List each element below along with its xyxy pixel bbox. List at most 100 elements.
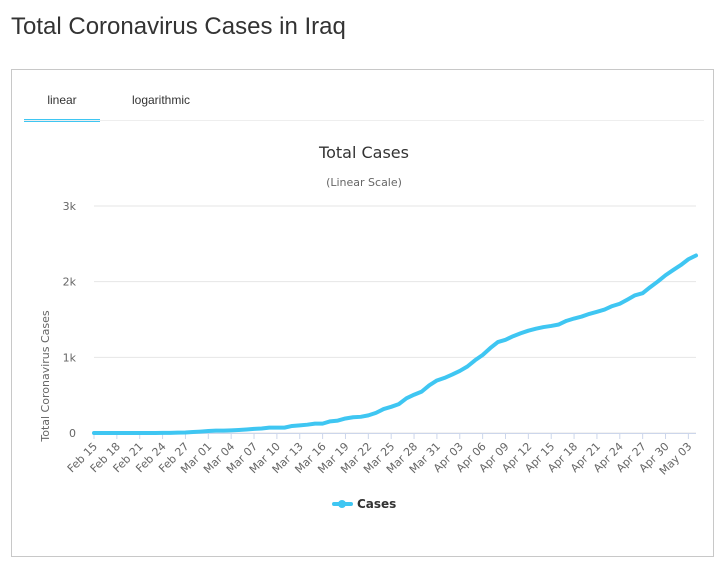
data-point[interactable] — [229, 428, 233, 432]
data-point[interactable] — [542, 325, 546, 329]
data-point[interactable] — [389, 405, 393, 409]
data-point[interactable] — [694, 253, 698, 257]
data-point[interactable] — [412, 393, 416, 397]
data-point[interactable] — [648, 285, 652, 289]
data-point[interactable] — [557, 322, 561, 326]
data-point[interactable] — [656, 279, 660, 283]
data-point[interactable] — [351, 415, 355, 419]
data-point[interactable] — [115, 431, 119, 435]
tab-logarithmic[interactable]: logarithmic — [131, 93, 191, 107]
data-point[interactable] — [473, 358, 477, 362]
data-point[interactable] — [313, 422, 317, 426]
data-point[interactable] — [435, 378, 439, 382]
data-point[interactable] — [206, 429, 210, 433]
data-point[interactable] — [481, 353, 485, 357]
data-point[interactable] — [122, 431, 126, 435]
chart-panel: linear logarithmic Total Cases (Linear S… — [11, 69, 714, 557]
data-point[interactable] — [633, 293, 637, 297]
data-point[interactable] — [374, 411, 378, 415]
data-point[interactable] — [519, 331, 523, 335]
data-point[interactable] — [298, 423, 302, 427]
data-point[interactable] — [534, 327, 538, 331]
data-point[interactable] — [168, 431, 172, 435]
y-tick-label: 3k — [63, 200, 77, 213]
data-point[interactable] — [107, 431, 111, 435]
data-point[interactable] — [465, 364, 469, 368]
y-axis-ticks: 0 1k 2k 3k — [63, 200, 77, 440]
series-group — [92, 253, 698, 435]
legend-series-swatch-marker — [338, 500, 346, 508]
data-point[interactable] — [237, 428, 241, 432]
data-point[interactable] — [100, 431, 104, 435]
data-point[interactable] — [603, 308, 607, 312]
data-point[interactable] — [321, 422, 325, 426]
data-point[interactable] — [199, 430, 203, 434]
data-point[interactable] — [503, 338, 507, 342]
data-point[interactable] — [496, 340, 500, 344]
data-point[interactable] — [145, 431, 149, 435]
data-point[interactable] — [260, 426, 264, 430]
data-point[interactable] — [138, 431, 142, 435]
grid-lines — [94, 205, 696, 434]
data-point[interactable] — [625, 298, 629, 302]
data-point[interactable] — [244, 428, 248, 432]
data-point[interactable] — [305, 423, 309, 427]
data-point[interactable] — [290, 424, 294, 428]
data-point[interactable] — [214, 429, 218, 433]
legend-series-label[interactable]: Cases — [357, 497, 396, 511]
data-point[interactable] — [222, 429, 226, 433]
chart-title: Total Cases — [318, 143, 409, 162]
data-point[interactable] — [283, 426, 287, 430]
page-title: Total Coronavirus Cases in Iraq — [11, 13, 346, 40]
data-point[interactable] — [275, 426, 279, 430]
data-point[interactable] — [427, 383, 431, 387]
data-point[interactable] — [664, 273, 668, 277]
data-point[interactable] — [526, 329, 530, 333]
data-point[interactable] — [176, 431, 180, 435]
data-point[interactable] — [366, 413, 370, 417]
data-point[interactable] — [458, 369, 462, 373]
data-point[interactable] — [618, 302, 622, 306]
data-point[interactable] — [488, 346, 492, 350]
data-point[interactable] — [252, 427, 256, 431]
y-tick-label: 1k — [63, 351, 77, 364]
data-point[interactable] — [183, 430, 187, 434]
data-point[interactable] — [382, 407, 386, 411]
legend[interactable]: Cases — [332, 497, 396, 511]
chart-subtitle: (Linear Scale) — [326, 176, 402, 189]
tab-divider — [24, 120, 704, 121]
data-point[interactable] — [641, 291, 645, 295]
data-point[interactable] — [572, 317, 576, 321]
data-point[interactable] — [328, 419, 332, 423]
data-point[interactable] — [443, 376, 447, 380]
data-point[interactable] — [595, 310, 599, 314]
data-point[interactable] — [267, 426, 271, 430]
data-point[interactable] — [161, 431, 165, 435]
data-point[interactable] — [130, 431, 134, 435]
data-point[interactable] — [397, 402, 401, 406]
data-point[interactable] — [671, 268, 675, 272]
data-point[interactable] — [343, 416, 347, 420]
data-point[interactable] — [686, 257, 690, 261]
tab-linear[interactable]: linear — [24, 90, 100, 122]
data-point[interactable] — [580, 315, 584, 319]
data-point[interactable] — [404, 396, 408, 400]
data-point[interactable] — [153, 431, 157, 435]
data-point[interactable] — [191, 430, 195, 434]
data-point[interactable] — [359, 415, 363, 419]
data-point[interactable] — [610, 304, 614, 308]
data-point[interactable] — [450, 373, 454, 377]
data-point[interactable] — [587, 312, 591, 316]
y-tick-label: 2k — [63, 276, 77, 289]
data-point[interactable] — [549, 324, 553, 328]
data-point[interactable] — [564, 319, 568, 323]
line-chart: Total Cases (Linear Scale) Total Coronav… — [39, 143, 698, 511]
data-point[interactable] — [420, 390, 424, 394]
data-point[interactable] — [92, 431, 96, 435]
y-axis-title: Total Coronavirus Cases — [39, 310, 52, 443]
data-point[interactable] — [336, 419, 340, 423]
data-point[interactable] — [511, 334, 515, 338]
y-tick-label: 0 — [69, 427, 76, 440]
data-point[interactable] — [679, 263, 683, 267]
